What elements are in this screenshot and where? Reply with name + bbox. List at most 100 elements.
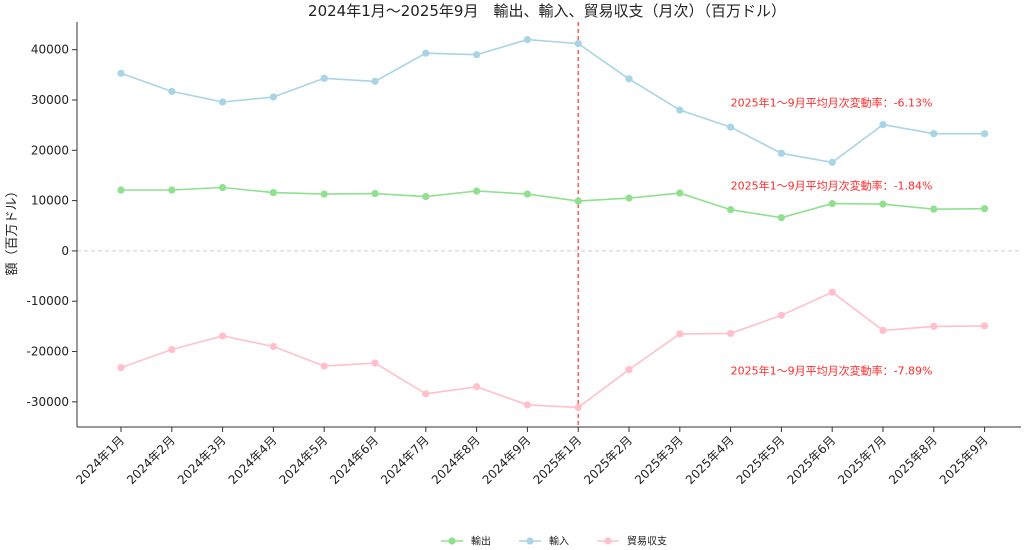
y-tick-label: 0	[61, 244, 69, 258]
chart-title: 2024年1月～2025年9月 輸出、輸入、貿易収支（月次）（百万ドル）	[308, 2, 786, 20]
x-tick-label: 2025年5月	[734, 433, 788, 487]
x-tick-label: 2025年9月	[937, 433, 991, 487]
data-point	[422, 192, 430, 201]
y-tick-label: 40000	[31, 43, 69, 57]
legend-label: 輸入	[549, 535, 569, 548]
data-point	[269, 342, 277, 351]
data-point	[320, 74, 328, 82]
data-point	[879, 121, 887, 129]
data-point	[879, 326, 887, 335]
data-point	[219, 332, 227, 340]
data-point	[676, 189, 684, 197]
x-tick-label: 2025年4月	[683, 433, 737, 487]
data-point	[930, 205, 938, 213]
data-point	[828, 200, 836, 208]
legend-label: 貿易収支	[627, 536, 667, 548]
x-tick-label: 2025年3月	[632, 433, 686, 487]
data-point	[625, 366, 633, 374]
x-tick-label: 2024年6月	[327, 433, 381, 487]
data-point	[930, 130, 938, 138]
data-point	[574, 40, 582, 48]
annotations: 2025年1～9月平均月次変動率：-6.13% 2025年1～9月平均月次変動率：…	[731, 95, 933, 377]
x-tick-label: 2025年6月	[784, 433, 838, 487]
data-point	[117, 186, 125, 194]
reference-lines	[77, 22, 1021, 427]
data-point	[168, 345, 176, 354]
series-1	[117, 36, 989, 166]
data-point	[727, 206, 735, 214]
data-point	[676, 106, 684, 114]
x-tick-label: 2024年8月	[429, 433, 483, 487]
series-line	[120, 291, 985, 409]
data-point	[219, 183, 227, 192]
legend: 輸出 輸入 貿易収支	[441, 535, 667, 548]
legend-marker	[526, 537, 534, 545]
data-point	[727, 123, 735, 131]
y-axis-label: 額（百万ドル）	[5, 184, 20, 275]
change-rate-annotation: 2025年1～9月平均月次変動率：-6.13%	[731, 95, 933, 109]
y-tick-label: -20000	[26, 345, 69, 359]
data-point	[168, 87, 176, 96]
legend-item: 輸出	[441, 535, 491, 548]
data-point	[320, 190, 328, 198]
data-point	[625, 194, 633, 202]
data-point	[879, 200, 887, 208]
x-tick-label: 2025年8月	[886, 433, 940, 487]
data-point	[574, 197, 582, 205]
legend-marker	[604, 537, 612, 545]
series-0	[117, 183, 989, 222]
data-point	[473, 51, 481, 59]
data-point	[219, 98, 227, 106]
legend-item: 輸入	[519, 535, 569, 548]
data-point	[371, 359, 379, 367]
y-tick-label: 10000	[31, 194, 69, 208]
data-point	[676, 330, 684, 338]
series-line	[121, 186, 985, 219]
data-point	[727, 329, 735, 338]
data-point	[828, 158, 836, 166]
data-point	[981, 322, 989, 330]
data-point	[422, 49, 430, 57]
series-line	[120, 38, 985, 164]
data-point	[777, 149, 786, 157]
data-point	[117, 364, 125, 372]
y-tick-label: 20000	[31, 143, 69, 157]
data-point	[320, 362, 328, 370]
x-tick-label: 2024年9月	[480, 433, 534, 487]
x-tick-label: 2024年3月	[175, 433, 229, 487]
legend-item: 貿易収支	[597, 536, 667, 548]
x-tick-label: 2024年7月	[378, 433, 432, 487]
data-point	[523, 36, 532, 44]
data-point	[269, 188, 277, 197]
x-tick-label: 2025年1月	[530, 433, 584, 487]
legend-label: 輸出	[471, 535, 491, 548]
data-point	[777, 311, 786, 319]
y-tick-label: 30000	[31, 93, 69, 107]
y-tick-label: -10000	[26, 294, 69, 308]
data-point	[625, 75, 633, 83]
data-point	[574, 403, 582, 411]
data-point	[523, 190, 532, 198]
change-rate-annotation: 2025年1～9月平均月次変動率：-7.89%	[731, 364, 933, 378]
data-point	[930, 322, 938, 330]
x-tick-label: 2025年2月	[581, 433, 635, 487]
series-2	[117, 288, 989, 411]
data-point	[523, 401, 532, 409]
data-point	[422, 390, 430, 398]
x-tick-label: 2024年5月	[276, 433, 330, 487]
x-tick-label: 2024年1月	[73, 433, 127, 487]
data-point	[828, 288, 836, 296]
data-point	[981, 130, 989, 138]
x-tick-label: 2024年2月	[124, 433, 178, 487]
data-point	[473, 187, 481, 195]
legend-marker	[448, 537, 456, 545]
change-rate-annotation: 2025年1～9月平均月次変動率：-1.84%	[731, 179, 933, 193]
x-tick-label: 2024年4月	[226, 433, 280, 487]
data-point	[269, 93, 277, 101]
series-layer	[117, 36, 989, 411]
data-point	[473, 383, 481, 391]
data-point	[371, 77, 379, 85]
data-point	[117, 69, 125, 77]
x-tick-label: 2025年7月	[835, 433, 889, 487]
